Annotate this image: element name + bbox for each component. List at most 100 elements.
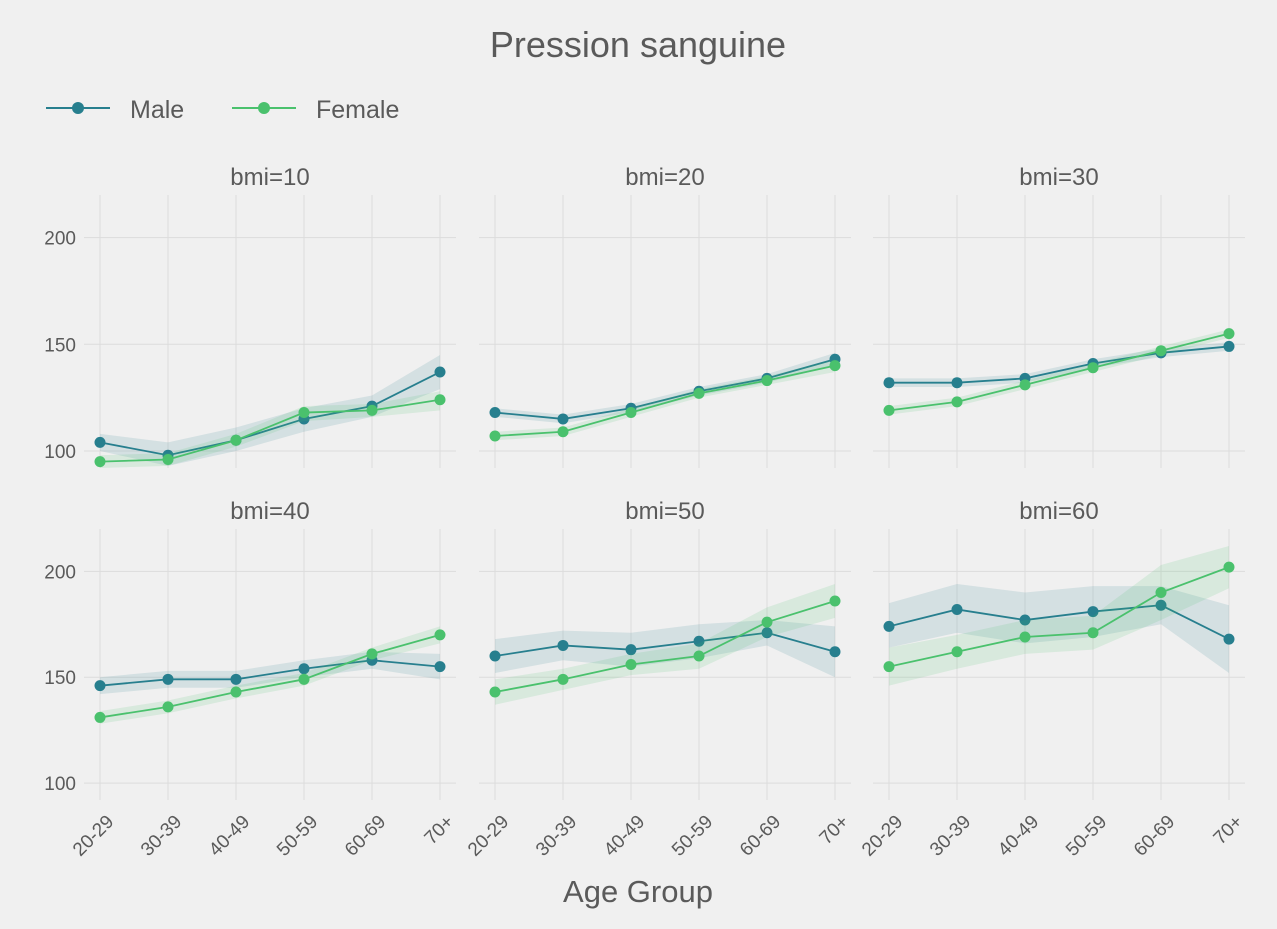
- data-point-female: [1019, 379, 1031, 391]
- data-point-female: [162, 453, 174, 465]
- data-point-male: [1223, 340, 1235, 352]
- facet-panels: bmi=10 100 150 200 bmi=20 bmi=30 bmi=40 100 150 2…: [44, 164, 1247, 861]
- y-tick-label: 100: [44, 774, 76, 795]
- data-point-female: [951, 646, 963, 658]
- x-tick-label: 20-29: [464, 811, 513, 860]
- data-point-female: [366, 648, 378, 660]
- legend-swatch-dot-female: [258, 102, 270, 114]
- x-tick-label: 40-49: [205, 811, 254, 860]
- data-point-female: [434, 394, 446, 406]
- ci-ribbon-female: [495, 584, 835, 705]
- data-point-female: [1223, 561, 1235, 573]
- data-point-female: [625, 407, 637, 419]
- x-tick-label: 50-59: [273, 811, 322, 860]
- data-point-male: [1019, 614, 1031, 626]
- data-point-male: [434, 366, 446, 378]
- facet-label: bmi=30: [1019, 164, 1098, 191]
- data-point-male: [625, 644, 637, 656]
- data-point-female: [883, 404, 895, 416]
- y-tick-label: 100: [44, 442, 76, 463]
- data-point-female: [298, 673, 310, 685]
- x-tick-label: 60-69: [341, 811, 390, 860]
- x-tick-label: 30-39: [532, 811, 581, 860]
- x-tick-label: 70+: [1210, 811, 1248, 849]
- data-point-female: [1087, 627, 1099, 639]
- series-line-male: [494, 358, 836, 420]
- y-tick-label: 150: [44, 668, 76, 689]
- facet-panel-4: bmi=40 100 150 200 20-29 30-39 40-49 50-59 60-69…: [44, 498, 458, 861]
- legend-item-male[interactable]: Male: [46, 96, 184, 124]
- data-point-female: [693, 650, 705, 662]
- facet-label: bmi=20: [625, 164, 704, 191]
- series-line-female: [888, 566, 1230, 668]
- facet-label: bmi=10: [230, 164, 309, 191]
- x-tick-label: 60-69: [1130, 811, 1179, 860]
- x-tick-label: 40-49: [994, 811, 1043, 860]
- data-point-male: [557, 639, 569, 651]
- x-tick-label: 50-59: [668, 811, 717, 860]
- data-point-female: [1155, 345, 1167, 357]
- ci-ribbon-female: [495, 359, 835, 441]
- x-tick-label: 30-39: [137, 811, 186, 860]
- x-axis-title: Age Group: [563, 874, 713, 909]
- data-point-male: [883, 620, 895, 632]
- data-point-female: [1019, 631, 1031, 643]
- series-line-male: [889, 345, 1230, 384]
- data-point-male: [94, 436, 106, 448]
- legend-label-male: Male: [130, 96, 184, 124]
- data-point-male: [951, 377, 963, 389]
- data-point-male: [951, 603, 963, 615]
- facet-panel-1: bmi=10 100 150 200: [44, 164, 456, 468]
- data-point-female: [883, 661, 895, 673]
- data-point-female: [625, 659, 637, 670]
- ci-ribbon-female: [889, 329, 1229, 415]
- legend-label-female: Female: [316, 96, 399, 124]
- data-point-female: [951, 396, 963, 408]
- data-point-female: [94, 456, 106, 468]
- series-line-male: [494, 631, 836, 657]
- legend-item-female[interactable]: Female: [232, 96, 399, 124]
- data-point-female: [829, 360, 841, 372]
- ci-ribbon-female: [100, 626, 440, 724]
- facet-panel-6: bmi=60 20-29 30-39 40-49 50-59 60-69 70+: [858, 498, 1247, 861]
- data-point-female: [230, 686, 242, 698]
- x-tick-label: 30-39: [926, 811, 975, 860]
- data-point-male: [829, 646, 841, 658]
- ci-ribbon-female: [100, 391, 440, 468]
- data-point-male: [230, 673, 242, 685]
- x-tick-label: 60-69: [736, 811, 785, 860]
- data-point-male: [693, 635, 705, 647]
- data-point-female: [761, 375, 773, 387]
- y-tick-label: 200: [44, 562, 76, 583]
- series-line-male: [99, 659, 441, 687]
- legend: Male Female: [46, 96, 399, 124]
- chart-title: Pression sanguine: [490, 24, 786, 65]
- series-line-female: [99, 633, 441, 719]
- y-tick-label: 150: [44, 335, 76, 356]
- facet-label: bmi=40: [230, 498, 309, 525]
- data-point-female: [557, 673, 569, 685]
- data-point-female: [298, 407, 310, 419]
- data-point-female: [829, 595, 841, 607]
- facet-label: bmi=50: [625, 498, 704, 525]
- data-point-male: [1087, 606, 1099, 618]
- data-point-male: [298, 663, 310, 675]
- data-point-female: [693, 387, 705, 399]
- series-line-female: [494, 364, 836, 437]
- y-tick-label: 200: [44, 229, 76, 250]
- data-point-male: [489, 407, 501, 419]
- data-point-female: [489, 686, 501, 698]
- x-tick-label: 70+: [421, 811, 459, 849]
- x-tick-label: 20-29: [69, 811, 118, 860]
- data-point-male: [1155, 599, 1167, 611]
- x-tick-label: 40-49: [600, 811, 649, 860]
- data-point-male: [94, 680, 106, 692]
- x-tick-label: 70+: [816, 811, 854, 849]
- ci-ribbon-male: [495, 352, 835, 424]
- facet-panel-2: bmi=20: [479, 164, 851, 468]
- data-point-female: [489, 430, 501, 442]
- data-point-female: [162, 701, 174, 713]
- data-point-female: [366, 404, 378, 416]
- data-point-male: [1223, 633, 1235, 645]
